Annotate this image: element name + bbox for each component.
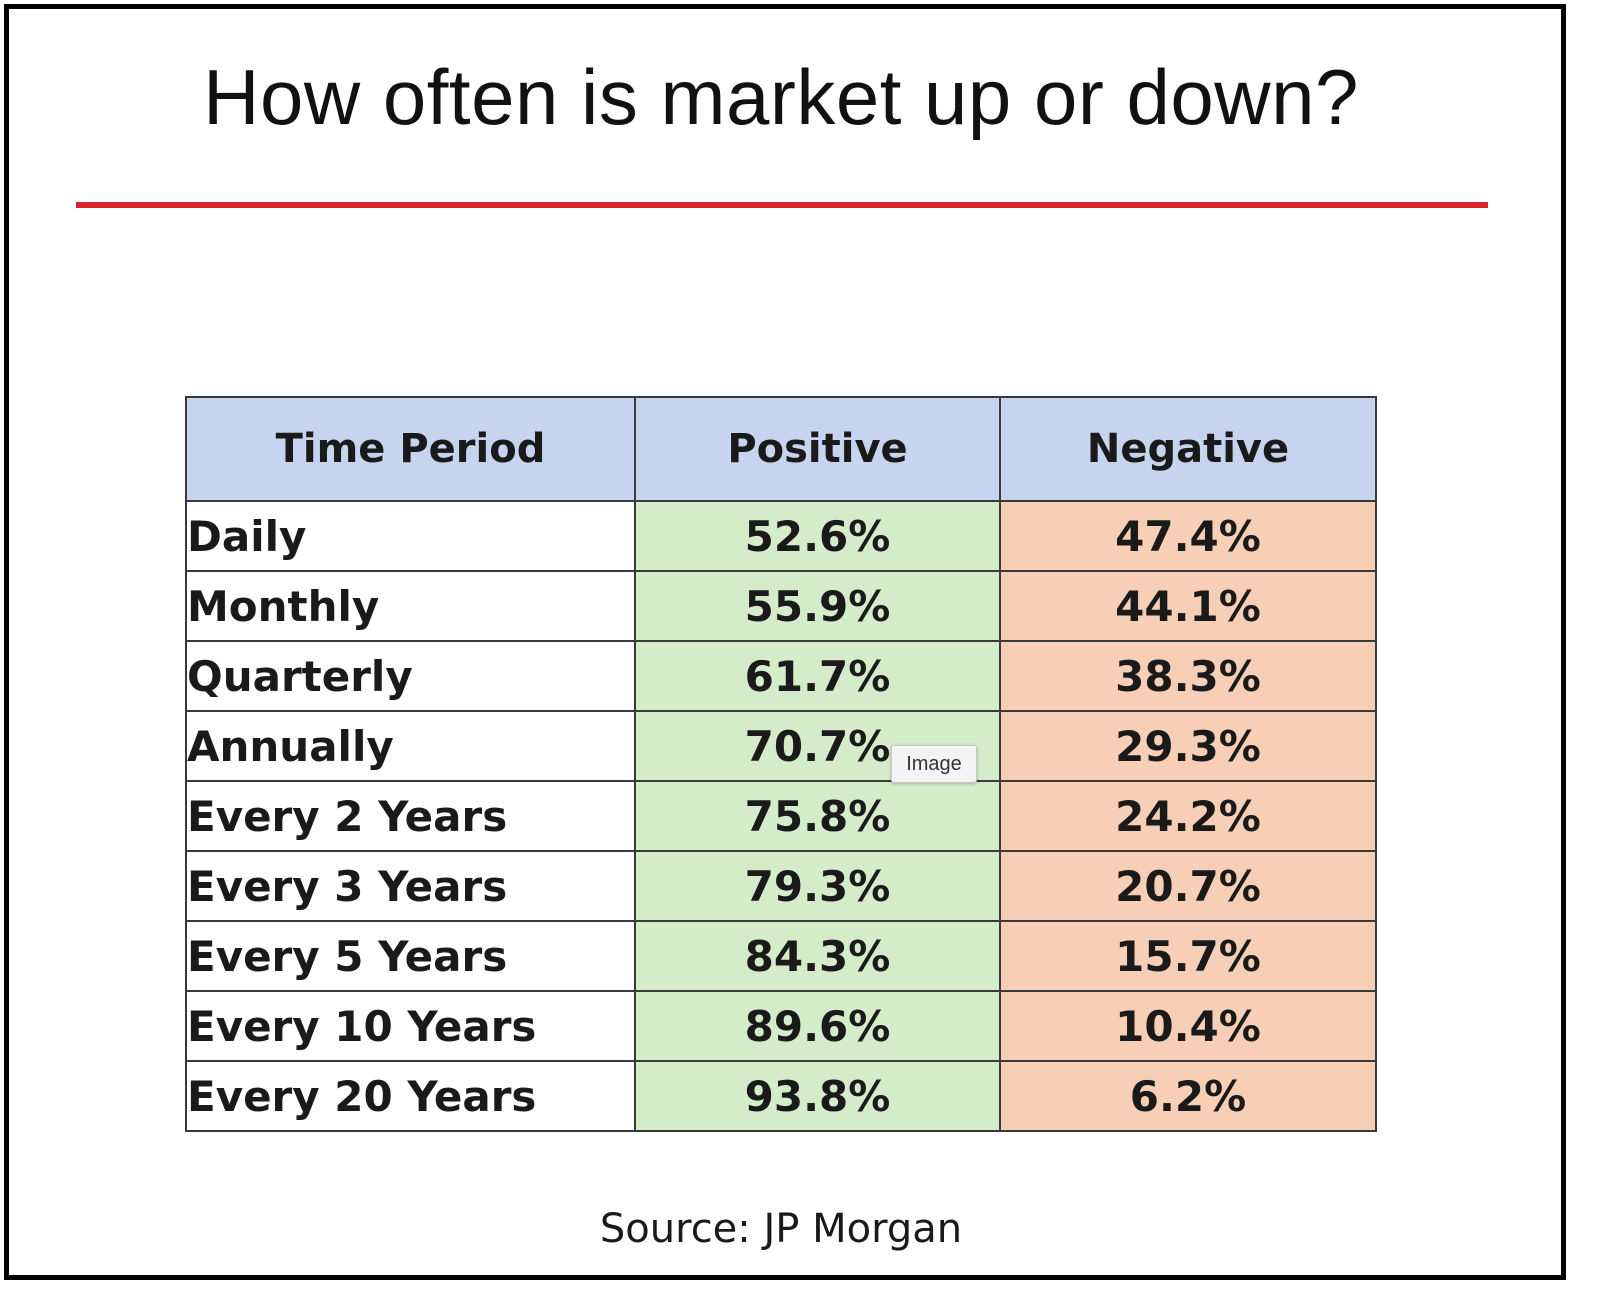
column-header-positive: Positive: [634, 396, 1001, 502]
negative-cell: 15.7%: [999, 920, 1377, 992]
negative-cell: 44.1%: [999, 570, 1377, 642]
negative-cell: 24.2%: [999, 780, 1377, 852]
negative-cell: 47.4%: [999, 500, 1377, 572]
table-row: Annually 70.7% 29.3%: [185, 710, 1377, 782]
time-period-cell: Daily: [185, 500, 636, 572]
time-period-cell: Annually: [185, 710, 636, 782]
negative-cell: 10.4%: [999, 990, 1377, 1062]
time-period-cell: Every 3 Years: [185, 850, 636, 922]
table-row: Every 10 Years 89.6% 10.4%: [185, 990, 1377, 1062]
table-row: Monthly 55.9% 44.1%: [185, 570, 1377, 642]
positive-cell: 75.8%: [634, 780, 1001, 852]
positive-cell: 89.6%: [634, 990, 1001, 1062]
page-title: How often is market up or down?: [203, 53, 1359, 141]
table-row: Every 20 Years 93.8% 6.2%: [185, 1060, 1377, 1132]
table-row: Every 2 Years 75.8% 24.2%: [185, 780, 1377, 852]
time-period-cell: Quarterly: [185, 640, 636, 712]
time-period-cell: Every 10 Years: [185, 990, 636, 1062]
negative-cell: 20.7%: [999, 850, 1377, 922]
time-period-cell: Every 2 Years: [185, 780, 636, 852]
table-row: Daily 52.6% 47.4%: [185, 500, 1377, 572]
positive-cell: 79.3%: [634, 850, 1001, 922]
positive-cell: 93.8%: [634, 1060, 1001, 1132]
time-period-cell: Every 5 Years: [185, 920, 636, 992]
table-row: Every 5 Years 84.3% 15.7%: [185, 920, 1377, 992]
time-period-cell: Every 20 Years: [185, 1060, 636, 1132]
positive-cell: 61.7%: [634, 640, 1001, 712]
table-header-row: Time Period Positive Negative: [185, 396, 1377, 502]
positive-cell: 84.3%: [634, 920, 1001, 992]
market-frequency-table: Time Period Positive Negative Daily 52.6…: [185, 396, 1377, 1132]
image-tooltip: Image: [891, 745, 977, 783]
title-divider: [76, 202, 1488, 208]
time-period-cell: Monthly: [185, 570, 636, 642]
negative-cell: 29.3%: [999, 710, 1377, 782]
positive-cell: 52.6%: [634, 500, 1001, 572]
negative-cell: 6.2%: [999, 1060, 1377, 1132]
positive-cell: 55.9%: [634, 570, 1001, 642]
column-header-negative: Negative: [999, 396, 1377, 502]
table-row: Quarterly 61.7% 38.3%: [185, 640, 1377, 712]
table-row: Every 3 Years 79.3% 20.7%: [185, 850, 1377, 922]
negative-cell: 38.3%: [999, 640, 1377, 712]
column-header-time-period: Time Period: [185, 396, 636, 502]
source-caption: Source: JP Morgan: [599, 1206, 963, 1252]
